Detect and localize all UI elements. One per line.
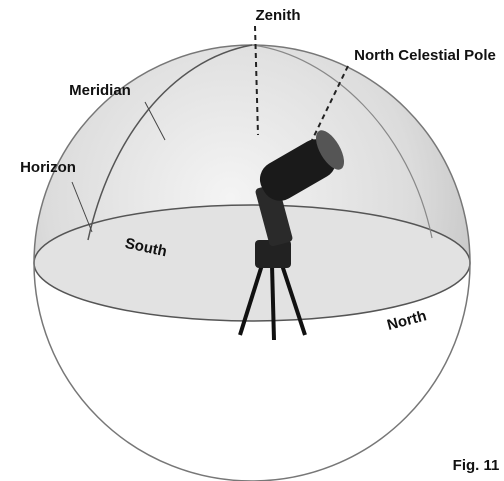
figure-label: Fig. 11 (453, 457, 500, 474)
horizon-label: Horizon (20, 159, 76, 176)
pole-label: North Celestial Pole (354, 47, 496, 64)
zenith-label: Zenith (256, 7, 301, 24)
celestial-sphere-diagram: Zenith North Celestial Pole Meridian Hor… (0, 0, 504, 481)
page: {"labels": {"zenith": "Zenith", "north_c… (0, 0, 504, 481)
horizon-plane (34, 205, 470, 321)
meridian-label: Meridian (69, 82, 131, 99)
north-label: North (385, 307, 428, 334)
